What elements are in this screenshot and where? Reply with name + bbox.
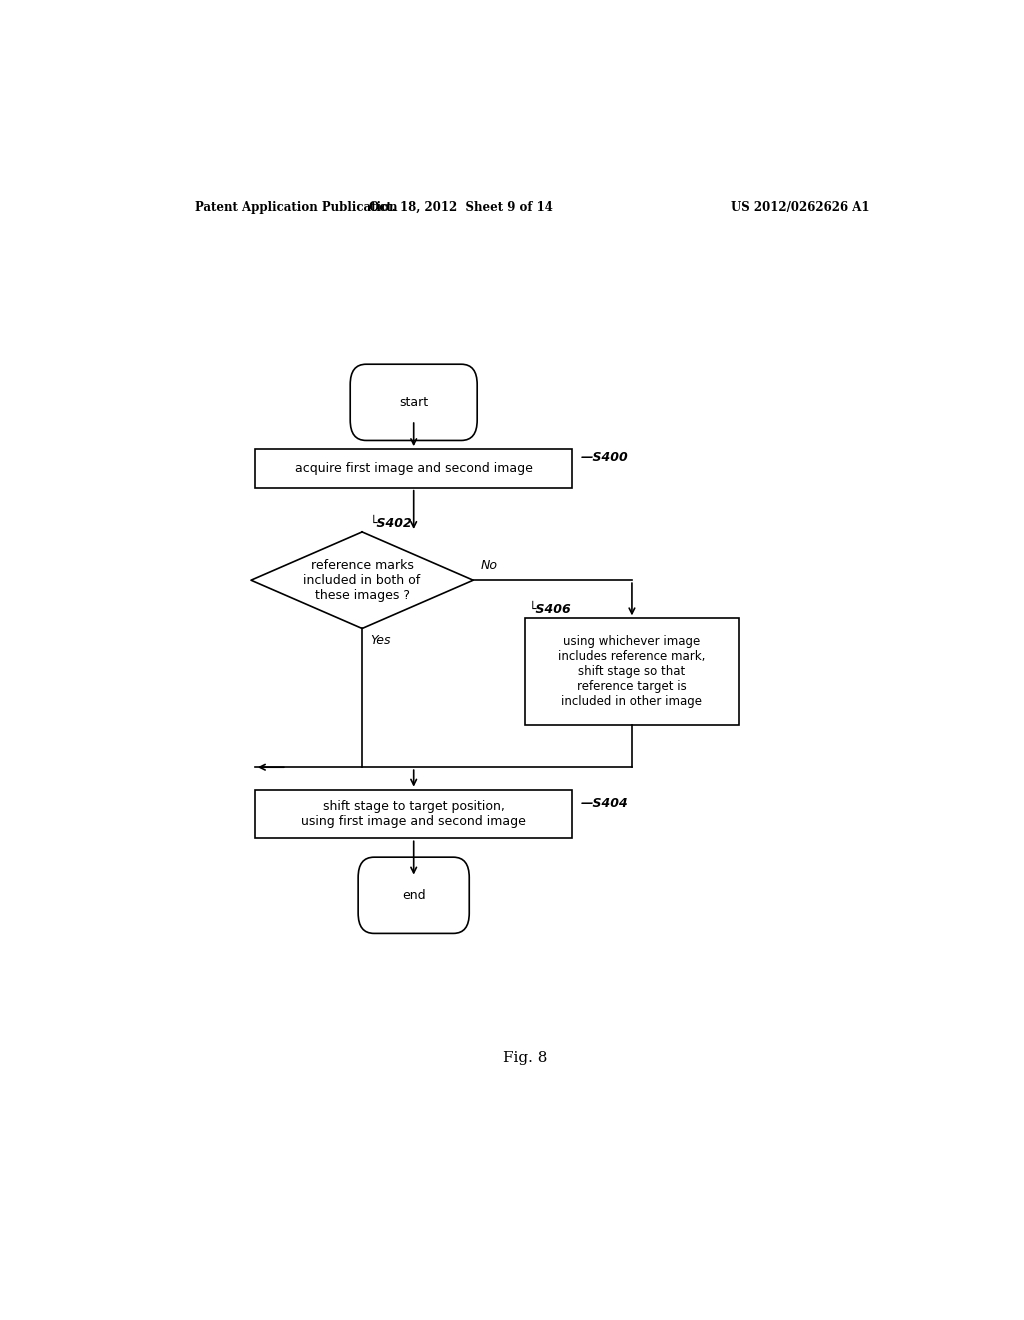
FancyBboxPatch shape	[350, 364, 477, 441]
Text: using whichever image
includes reference mark,
shift stage so that
reference tar: using whichever image includes reference…	[558, 635, 706, 709]
Text: US 2012/0262626 A1: US 2012/0262626 A1	[731, 201, 869, 214]
Text: └S406: └S406	[528, 603, 571, 616]
Bar	[255, 449, 572, 487]
Text: Yes: Yes	[370, 634, 390, 647]
Text: └S402: └S402	[370, 517, 413, 529]
Text: Oct. 18, 2012  Sheet 9 of 14: Oct. 18, 2012 Sheet 9 of 14	[370, 201, 553, 214]
Text: acquire first image and second image: acquire first image and second image	[295, 462, 532, 475]
Text: shift stage to target position,
using first image and second image: shift stage to target position, using fi…	[301, 800, 526, 828]
Text: reference marks
included in both of
these images ?: reference marks included in both of thes…	[303, 558, 421, 602]
Text: —S400: —S400	[581, 451, 628, 465]
Text: Fig. 8: Fig. 8	[503, 1051, 547, 1065]
FancyBboxPatch shape	[358, 857, 469, 933]
Text: start: start	[399, 396, 428, 409]
Bar	[524, 618, 739, 725]
Polygon shape	[251, 532, 473, 628]
Text: Patent Application Publication: Patent Application Publication	[196, 201, 398, 214]
Text: No: No	[481, 560, 498, 572]
Text: end: end	[401, 888, 426, 902]
Bar	[255, 789, 572, 838]
Text: —S404: —S404	[581, 797, 628, 810]
